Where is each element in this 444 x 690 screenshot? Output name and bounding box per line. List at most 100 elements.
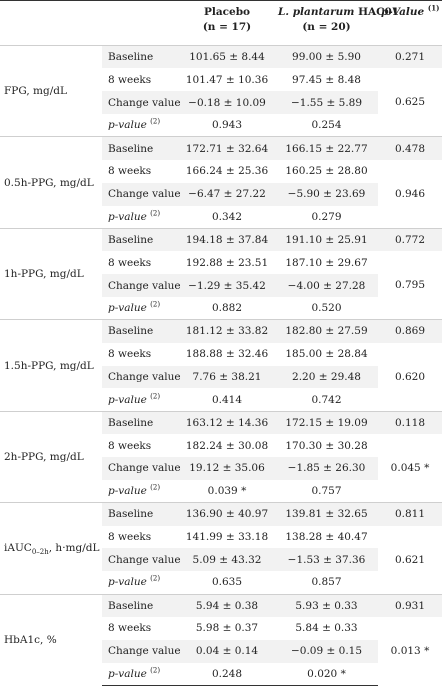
placebo-value: 192.88 ± 23.51	[185, 256, 269, 269]
table-row: p-value (2) 0.635 0.857	[0, 571, 442, 594]
variable-label-sub: 0–2h	[31, 548, 49, 557]
placebo-value: −1.29 ± 35.42	[188, 279, 266, 292]
lp-value: 160.25 ± 28.80	[285, 165, 368, 178]
row-label: Change value	[102, 274, 181, 297]
placebo-value: −0.18 ± 10.09	[188, 96, 266, 109]
table-row: Change value −0.18 ± 10.09 −1.55 ± 5.89	[0, 91, 442, 115]
row-label-text: Change value	[108, 553, 181, 566]
placebo-value: 141.99 ± 33.18	[185, 530, 269, 543]
lp-value: 170.30 ± 30.28	[285, 439, 368, 452]
table-row: iAUC0–2h, h·mg/dL Baseline 136.90 ± 40.97 1…	[0, 502, 442, 595]
lp-value: 138.28 ± 40.47	[285, 530, 368, 543]
table-row: p-value (2) 0.414 0.742	[0, 388, 442, 411]
baseline-pvalue: 0.118	[378, 410, 442, 435]
change-pvalue: 0.045 *	[378, 434, 442, 503]
row-label-text: Baseline	[108, 416, 154, 429]
lp-value: 0.254	[311, 119, 342, 132]
variable-label-text: iAUC	[4, 542, 32, 555]
row-label-text: p-value	[108, 302, 147, 315]
change-pvalue: 0.795	[378, 251, 442, 320]
variable-label: HbA1c, %	[0, 593, 102, 686]
lp-value: 172.15 ± 19.09	[275, 410, 378, 435]
row-label-text: 8 weeks	[108, 73, 152, 86]
lp-value: 0.757	[311, 485, 342, 497]
row-label: Baseline	[102, 319, 179, 343]
pvalue-sup: (1)	[427, 3, 440, 13]
row-label: Change value	[102, 548, 181, 571]
lp-value: 139.81 ± 32.65	[275, 502, 378, 526]
row-label-text: Baseline	[108, 325, 154, 338]
lp-value: −0.09 ± 0.15	[290, 645, 363, 658]
header-pvalue: p-Value (1)	[378, 1, 442, 46]
row-label-text: 8 weeks	[108, 439, 152, 452]
lp-value: 99.00 ± 5.90	[275, 45, 378, 69]
baseline-pvalue: 0.772	[378, 227, 442, 252]
placebo-value: 0.248	[179, 662, 275, 687]
row-label-text: Baseline	[108, 234, 154, 247]
lp-value: 185.00 ± 28.84	[285, 348, 368, 361]
row-label-text: Baseline	[108, 599, 154, 612]
variable-label: 0.5h-PPG, mg/dL	[0, 136, 102, 229]
variable-label-text: 2h-PPG, mg/dL	[4, 450, 84, 463]
lp-value: 191.10 ± 25.91	[275, 227, 378, 252]
header-blank-timepoint	[102, 1, 179, 46]
table-row: 8 weeks 192.88 ± 23.51 187.10 ± 29.67 0.795	[0, 251, 442, 320]
row-label: p-value (2)	[102, 114, 179, 137]
placebo-value: 0.414	[211, 393, 243, 406]
row-label: 8 weeks	[102, 251, 179, 274]
variable-label-text: FPG, mg/dL	[4, 85, 67, 98]
baseline-pvalue: 0.271	[378, 45, 442, 69]
row-label-text: Change value	[108, 645, 181, 658]
baseline-pvalue: 0.478	[378, 136, 442, 160]
row-label-text: p-value	[108, 667, 147, 680]
row-label-text: 8 weeks	[108, 530, 152, 543]
table-row: 1h-PPG, mg/dL Baseline 194.18 ± 37.84 191.1…	[0, 227, 442, 320]
row-label-text: Baseline	[108, 142, 154, 155]
row-label-sup: (2)	[150, 483, 161, 492]
table-row: 1.5h-PPG, mg/dL Baseline 181.12 ± 33.82 182…	[0, 319, 442, 412]
table-row: p-value (2) 0.248 0.020 *	[0, 662, 442, 687]
placebo-value: 181.12 ± 33.82	[179, 319, 275, 343]
row-label: p-value (2)	[102, 571, 179, 594]
variable-label: 1.5h-PPG, mg/dL	[0, 319, 102, 412]
table-header: Placebo (n = 17) L. plantarum HAC01 (n =…	[0, 0, 442, 46]
variable-label-text: 1.5h-PPG, mg/dL	[4, 359, 94, 372]
header-placebo: Placebo (n = 17)	[179, 1, 275, 46]
table-row: p-value (2) 0.943 0.254	[0, 114, 442, 137]
row-label: 8 weeks	[102, 68, 179, 91]
row-label: p-value (2)	[102, 297, 179, 320]
row-label-text: Change value	[108, 370, 181, 383]
change-pvalue: 0.621	[378, 525, 442, 595]
lp-value: 187.10 ± 29.67	[285, 256, 368, 269]
table-row: 8 weeks 5.98 ± 0.37 5.84 ± 0.33 0.013 *	[0, 616, 442, 686]
row-label: Change value	[102, 183, 181, 206]
change-pvalue: 0.013 *	[378, 616, 442, 686]
variable-label: FPG, mg/dL	[0, 44, 102, 137]
placebo-value: 0.882	[211, 302, 243, 315]
row-label: Change value	[102, 91, 181, 114]
table-row: 0.5h-PPG, mg/dL Baseline 172.71 ± 32.64 166…	[0, 136, 442, 229]
placebo-value: 5.98 ± 0.37	[195, 622, 259, 635]
variable-label: iAUC0–2h, h·mg/dL	[0, 502, 102, 595]
lp-n: (n = 20)	[302, 21, 351, 33]
lp-value: 0.020 *	[275, 662, 378, 687]
row-label: Baseline	[102, 45, 179, 69]
lp-value: 0.279	[311, 210, 342, 223]
row-label-text: Change value	[108, 96, 181, 109]
lp-value: −5.90 ± 23.69	[287, 188, 366, 201]
lp-value: −1.53 ± 37.36	[287, 553, 366, 566]
table-row: 8 weeks 188.88 ± 32.46 185.00 ± 28.84 0.620	[0, 342, 442, 412]
lp-value: 166.15 ± 22.77	[275, 136, 378, 160]
table-row: HbA1c, % Baseline 5.94 ± 0.38 5.93 ± 0.33 0.…	[0, 593, 442, 686]
lp-value: 0.742	[311, 393, 342, 406]
table-row: p-value (2) 0.039 * 0.757	[0, 480, 442, 503]
header-lp: L. plantarum HAC01 (n = 20)	[275, 1, 399, 46]
placebo-value: 166.24 ± 25.36	[185, 165, 269, 178]
row-label: Change value	[102, 640, 181, 663]
row-label-text: p-value	[108, 210, 147, 223]
change-pvalue: 0.620	[378, 342, 442, 412]
row-label-text: Change value	[108, 279, 181, 292]
row-label-sup: (2)	[150, 666, 161, 675]
table-row: Change value 0.04 ± 0.14 −0.09 ± 0.15	[0, 639, 442, 663]
placebo-value: 7.76 ± 38.21	[192, 370, 262, 383]
